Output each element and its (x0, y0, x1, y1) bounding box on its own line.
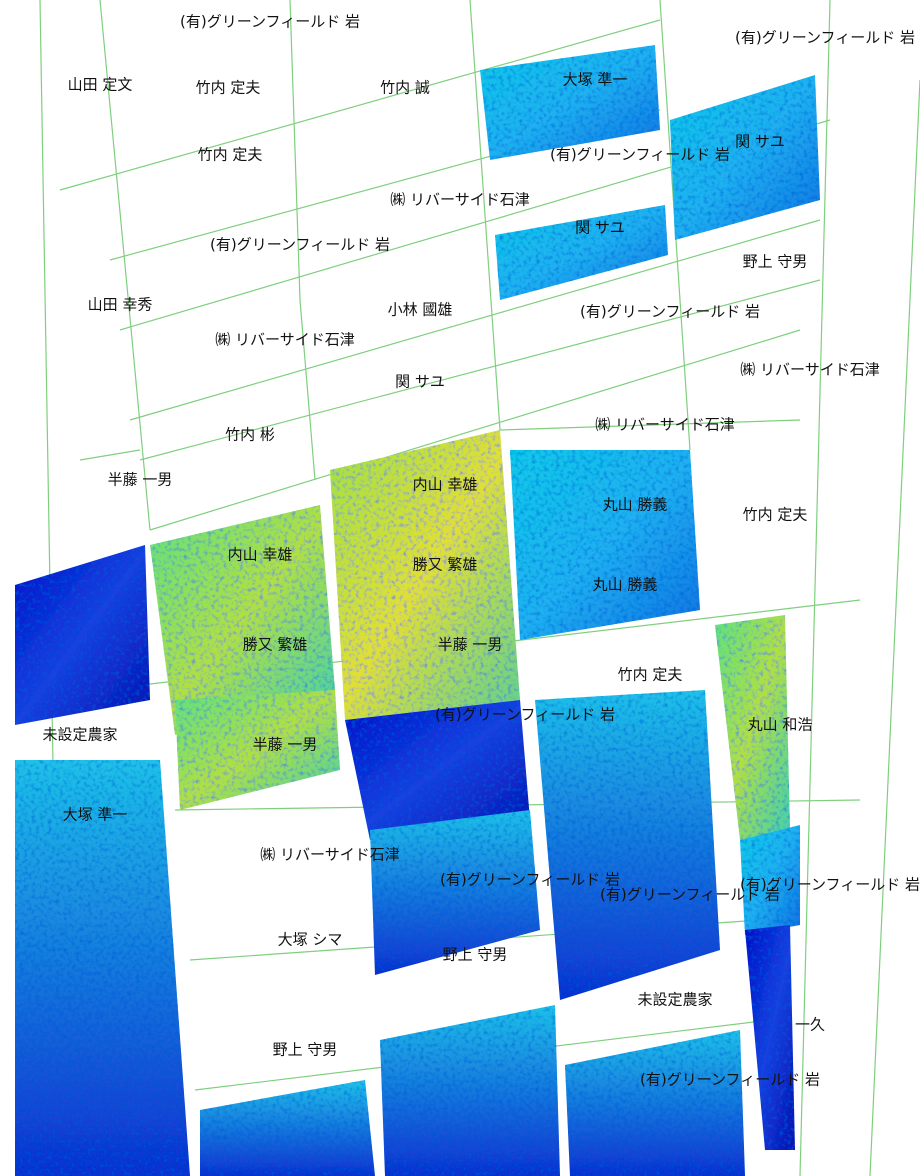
owner-label: 半藤 一男 (438, 636, 503, 654)
owner-label: 山田 幸秀 (88, 296, 153, 314)
field-map: (有)グリーンフィールド 岩山田 定文竹内 定夫竹内 誠大塚 準一(有)グリーン… (0, 0, 920, 1176)
owner-label: (有)グリーンフィールド 岩 (180, 13, 360, 31)
owner-label: ㈱ リバーサイド石津 (390, 191, 529, 209)
owner-label: (有)グリーンフィールド 岩 (735, 29, 915, 47)
owner-label: 野上 守男 (443, 946, 508, 964)
owner-label: 関 サユ (395, 373, 445, 391)
owner-label: 竹内 誠 (380, 79, 430, 97)
owner-label: 関 サユ (735, 133, 785, 151)
owner-label: (有)グリーンフィールド 岩 (440, 871, 620, 889)
owner-label: 丸山 和浩 (748, 716, 813, 734)
owner-label: 野上 守男 (743, 253, 808, 271)
owner-label: (有)グリーンフィールド 岩 (435, 706, 615, 724)
owner-label: 半藤 一男 (253, 736, 318, 754)
owner-label: 大塚 シマ (278, 931, 343, 949)
owner-label: 関 サユ (575, 219, 625, 237)
owner-label: (有)グリーンフィールド 岩 (210, 236, 390, 254)
owner-label: 竹内 定夫 (618, 666, 683, 684)
owner-label: (有)グリーンフィールド 岩 (740, 876, 920, 894)
owner-label: (有)グリーンフィールド 岩 (580, 303, 760, 321)
owner-label: (有)グリーンフィールド 岩 (640, 1071, 820, 1089)
owner-label: ㈱ リバーサイド石津 (215, 331, 354, 349)
owner-label: 丸山 勝義 (603, 496, 668, 514)
owner-label: 内山 幸雄 (413, 476, 478, 494)
owner-label: ㈱ リバーサイド石津 (595, 416, 734, 434)
owner-label: 竹内 定夫 (743, 506, 808, 524)
owner-label: 小林 國雄 (388, 301, 453, 319)
owner-label: (有)グリーンフィールド 岩 (550, 146, 730, 164)
owner-label: 竹内 定夫 (196, 79, 261, 97)
owner-label: 大塚 準一 (63, 806, 128, 824)
owner-label: 勝又 繁雄 (413, 556, 478, 574)
owner-label: 丸山 勝義 (593, 576, 658, 594)
owner-label: 半藤 一男 (108, 471, 173, 489)
owner-label: ㈱ リバーサイド石津 (260, 846, 399, 864)
owner-label: 竹内 彬 (225, 426, 275, 444)
owner-label: ㈱ リバーサイド石津 (740, 361, 879, 379)
owner-label: 未設定農家 (42, 726, 117, 744)
owner-label: 大塚 準一 (563, 71, 628, 89)
owner-label: 未設定農家 (637, 991, 712, 1009)
owner-label: 一久 (795, 1016, 825, 1034)
owner-label: 野上 守男 (273, 1041, 338, 1059)
owner-label: 山田 定文 (68, 76, 133, 94)
owner-label: 竹内 定夫 (198, 146, 263, 164)
owner-label: 勝又 繁雄 (243, 636, 308, 654)
owner-label: 内山 幸雄 (228, 546, 293, 564)
